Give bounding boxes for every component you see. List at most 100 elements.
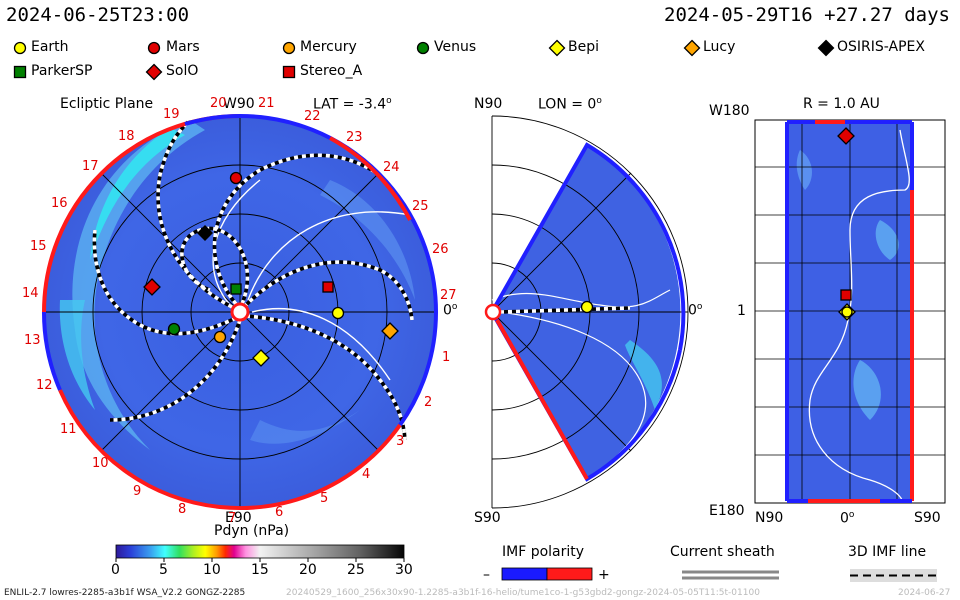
sector-label: 12 — [36, 378, 53, 393]
imf-field-line — [499, 306, 631, 314]
sector-label: 15 — [30, 239, 47, 254]
colorbar-title: Pdyn (nPa) — [214, 523, 290, 539]
current-sheath-line — [808, 129, 910, 501]
legend-parkersp: ParkerSP — [31, 63, 93, 79]
legend-lucy: Lucy — [703, 39, 736, 55]
colorbar-tick-label: 30 — [395, 562, 413, 578]
pdyn-colorbar — [115, 544, 405, 562]
sector-label: 1 — [442, 350, 451, 365]
colorbar-tick-label: 0 — [111, 562, 120, 578]
earth-marker-icon — [13, 41, 27, 55]
colorbar-tick-label: 15 — [251, 562, 269, 578]
sector-label: 8 — [178, 502, 187, 517]
sector-label: 22 — [304, 109, 321, 124]
lucy-marker-icon — [683, 39, 701, 57]
radius-label: R = 1.0 AU — [803, 96, 880, 112]
longitude-label: LON = 0o — [538, 96, 602, 113]
venus-marker-icon — [416, 41, 430, 55]
parkersp-marker-icon — [13, 65, 27, 79]
imf-meridional-line — [499, 311, 647, 471]
sector-label: 3 — [396, 434, 405, 449]
parkersp-marker — [230, 283, 242, 295]
s90-label: S90 — [474, 510, 501, 526]
footer-date: 2024-06-27 — [898, 588, 951, 598]
solo-marker — [143, 278, 161, 296]
sun-icon — [230, 302, 250, 322]
sector-label: 26 — [432, 242, 449, 257]
legend-solo: SolO — [166, 63, 199, 79]
sector-label: 4 — [362, 467, 371, 482]
legend-venus: Venus — [434, 39, 477, 55]
current-time: 2024-06-25T23:00 — [6, 4, 190, 26]
stereo-a-marker-icon — [282, 65, 296, 79]
sector-label: 27 — [440, 288, 457, 303]
imf-polarity-negative-swatch — [501, 567, 548, 581]
sector-label: 5 — [320, 491, 329, 506]
meridional-plane-plot — [484, 115, 689, 509]
sector-label: 7 — [228, 511, 237, 526]
imf-line-title: 3D IMF line — [848, 544, 927, 560]
w180-label: W180 — [709, 103, 750, 119]
sector-label: 24 — [383, 160, 400, 175]
radial-s90-label: S90 — [914, 510, 941, 526]
mercury-marker — [213, 330, 227, 344]
venus-marker — [167, 322, 181, 336]
stereo-a-marker — [322, 281, 334, 293]
ecliptic-plane-plot — [41, 114, 438, 511]
imf-polarity-rim-negative — [41, 311, 62, 391]
colorbar-tick-label: 25 — [347, 562, 365, 578]
plasma-stream — [59, 300, 95, 410]
sector-label: 10 — [92, 456, 109, 471]
plasma-stream — [320, 180, 415, 300]
mars-marker-icon — [147, 41, 161, 55]
plasma-patch — [796, 150, 812, 190]
sector-label: 6 — [275, 505, 284, 520]
imf-polarity-rim-negative — [184, 114, 241, 126]
osiris-apex-marker-icon — [817, 39, 835, 57]
n90-label: N90 — [474, 96, 503, 112]
sector-label: 23 — [346, 130, 363, 145]
imf-line-swatch — [850, 569, 937, 582]
lucy-marker — [381, 322, 399, 340]
colorbar-ticks — [115, 558, 405, 562]
sector-label: 2 — [424, 395, 433, 410]
ecliptic-zero-label: 0o — [443, 302, 458, 319]
imf-field-lines — [92, 120, 414, 441]
imf-polarity-rim-negative — [398, 311, 438, 427]
sector-label: 16 — [51, 196, 68, 211]
plasma-patch — [875, 220, 899, 260]
bepi-marker — [252, 349, 270, 367]
legend-bepi: Bepi — [568, 39, 599, 55]
colorbar-tick-label: 5 — [159, 562, 168, 578]
sector-label: 17 — [82, 159, 99, 174]
plasma-stream — [625, 340, 662, 410]
legend-mars: Mars — [166, 39, 200, 55]
sector-label: 21 — [258, 96, 275, 111]
sector-label: 11 — [60, 422, 77, 437]
imf-polarity-title: IMF polarity — [502, 544, 585, 560]
colorbar-tick-label: 10 — [203, 562, 221, 578]
imf-polarity-rim-positive — [495, 319, 589, 480]
earth-marker — [580, 300, 594, 314]
sector-label: 9 — [133, 484, 142, 499]
colorbar-gradient — [115, 544, 405, 559]
radial-zero-label: 0o — [840, 510, 855, 527]
stereo-a-marker — [840, 289, 852, 301]
radial-surface-plot — [754, 119, 946, 504]
imf-polarity-positive-swatch — [546, 567, 593, 581]
earth-marker — [331, 306, 345, 320]
sector-label: 13 — [24, 333, 41, 348]
imf-plus-label: + — [598, 567, 610, 583]
solo-marker-icon — [145, 63, 163, 81]
model-info-footer: ENLIL-2.7 lowres-2285-a3b1f WSA_V2.2 GON… — [4, 588, 246, 598]
imf-minus-label: – — [483, 567, 490, 583]
imf-polarity-rim-negative — [490, 142, 686, 351]
sector-label: 19 — [163, 107, 180, 122]
sector-label: 25 — [412, 199, 429, 214]
sector-label: 18 — [118, 129, 135, 144]
latitude-label: LAT = -3.4o — [313, 96, 392, 113]
meridional-zero-label: 0o — [688, 302, 703, 319]
legend-osiris-apex: OSIRIS-APEX — [837, 39, 925, 55]
model-run-time: 2024-05-29T16 +27.27 days — [664, 4, 950, 26]
